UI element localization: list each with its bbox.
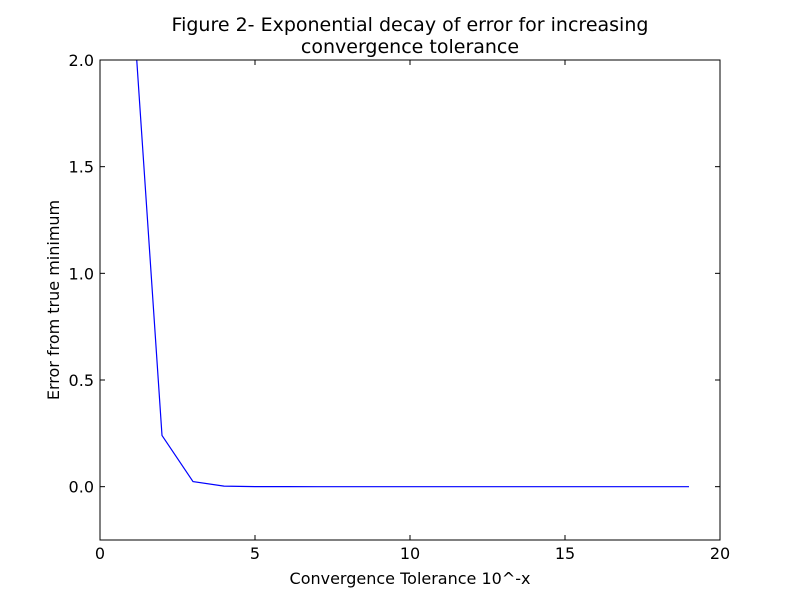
y-tick-label: 0.0 bbox=[69, 478, 94, 497]
series-layer bbox=[136, 60, 689, 488]
x-tick-label: 5 bbox=[250, 544, 260, 563]
y-tick-label: 1.5 bbox=[69, 158, 94, 177]
chart-title-line-2: convergence tolerance bbox=[301, 36, 519, 58]
y-tick-label: 1.0 bbox=[69, 264, 94, 283]
y-axis-label: Error from true minimum bbox=[44, 200, 63, 400]
chart-title-line-1: Figure 2- Exponential decay of error for… bbox=[172, 14, 649, 36]
x-tick-label: 20 bbox=[710, 544, 730, 563]
x-tick-label: 10 bbox=[400, 544, 420, 563]
tick-layer: 0 5 10 15 20 0.0 0.5 1.0 1.5 2.0 bbox=[69, 51, 731, 563]
y-tick-label: 2.0 bbox=[69, 51, 94, 70]
x-tick-label: 0 bbox=[95, 544, 105, 563]
y-tick-label: 0.5 bbox=[69, 371, 94, 390]
series-line bbox=[136, 60, 689, 488]
plot-area bbox=[100, 60, 720, 540]
x-axis-label: Convergence Tolerance 10^-x bbox=[290, 569, 531, 588]
x-tick-label: 15 bbox=[555, 544, 575, 563]
